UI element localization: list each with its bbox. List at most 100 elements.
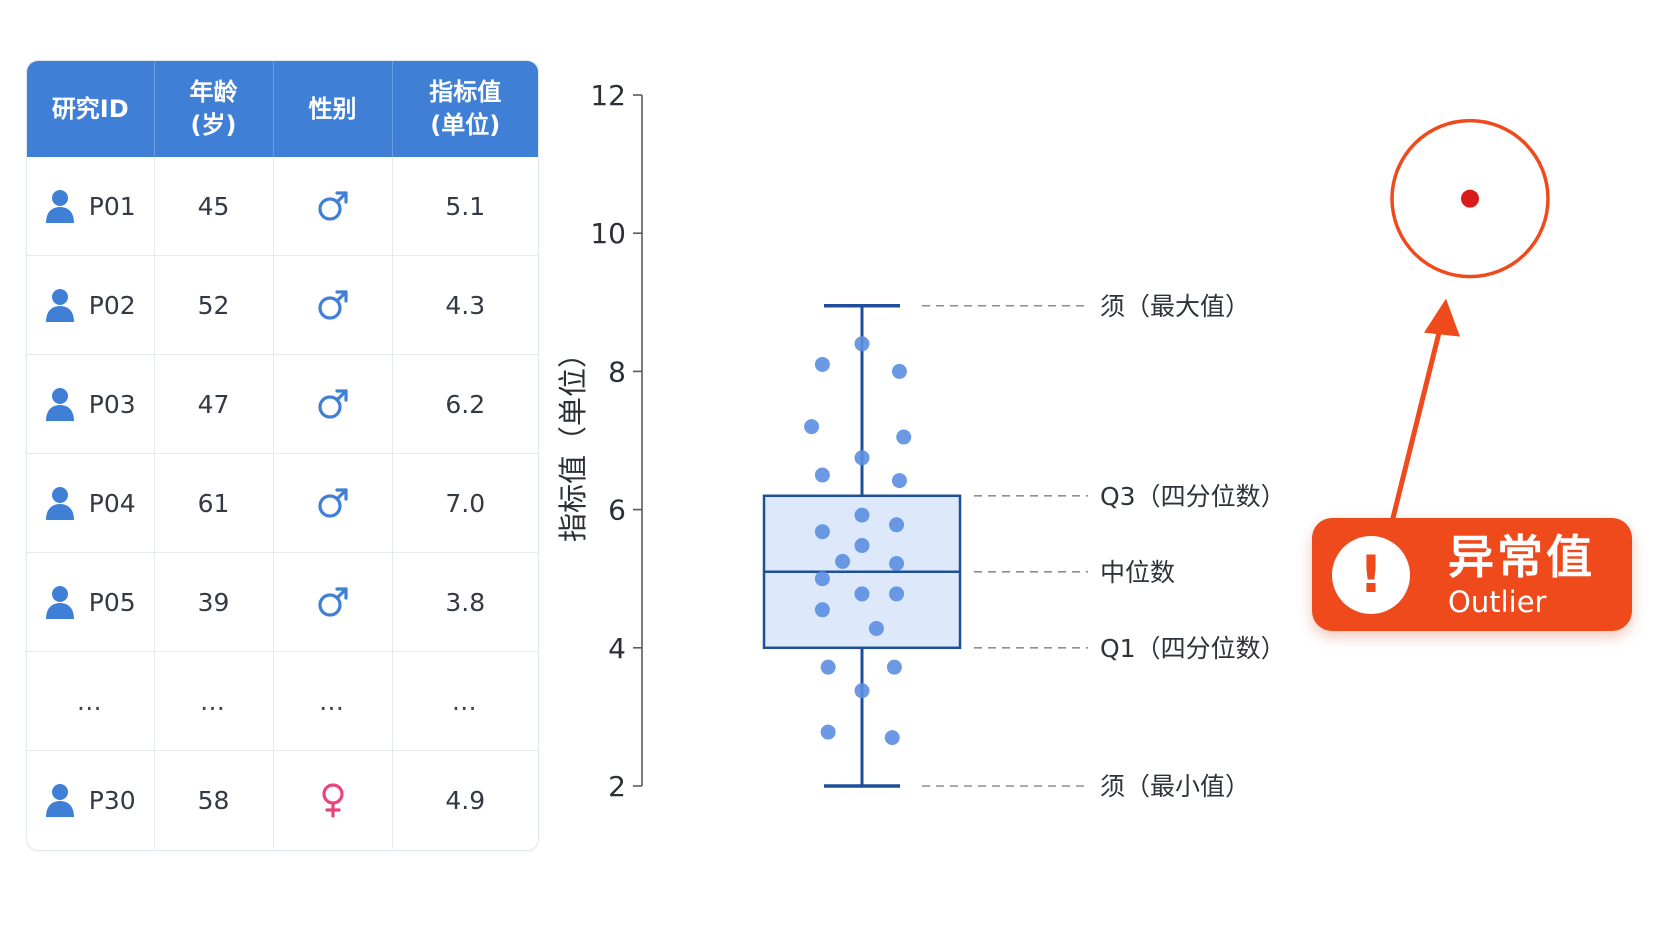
cell-study-id: P02 xyxy=(27,255,155,355)
study-id-text: P05 xyxy=(88,587,136,617)
ellipsis-text: … xyxy=(451,686,479,716)
annotations-group: 须（最大值） Q3（四分位数） 中位数 Q1（四分位数） 须（最小值） xyxy=(922,292,1286,801)
value-text: 6.2 xyxy=(445,389,486,419)
male-icon xyxy=(317,191,348,221)
header-sex-label: 性别 xyxy=(308,94,357,123)
ellipsis-cell: … xyxy=(392,651,538,751)
table-row: P03 47 6.2 xyxy=(27,354,538,454)
table-row: … … … … xyxy=(27,651,538,751)
y-axis-label: 指标值（单位） xyxy=(556,339,590,542)
data-point xyxy=(884,730,900,746)
cell-age: 47 xyxy=(154,354,274,454)
data-point xyxy=(814,524,830,540)
table-row: P05 39 3.8 xyxy=(27,552,538,652)
cell-value: 6.2 xyxy=(392,354,538,454)
table-row: P02 52 4.3 xyxy=(27,255,538,355)
data-point xyxy=(854,586,870,602)
study-id-text: P04 xyxy=(88,488,136,518)
cell-sex xyxy=(273,552,393,652)
points-group xyxy=(804,336,912,746)
cell-study-id: P04 xyxy=(27,453,155,553)
study-id-text: P03 xyxy=(88,389,136,419)
y-tick-label: 10 xyxy=(590,217,626,250)
person-icon xyxy=(45,190,74,223)
ellipsis-text: … xyxy=(76,686,104,716)
data-point xyxy=(804,419,820,435)
outlier-arrow-head xyxy=(1424,298,1460,337)
y-tick-label: 8 xyxy=(608,355,626,388)
header-value: 指标值 (单位) xyxy=(392,61,538,157)
cell-sex xyxy=(273,453,393,553)
outlier-arrow-shaft xyxy=(1389,322,1444,525)
person-icon xyxy=(45,586,74,619)
value-text: 7.0 xyxy=(445,488,486,518)
person-icon xyxy=(45,487,74,520)
data-point xyxy=(889,586,905,602)
annotation-min: 须（最小值） xyxy=(1100,772,1250,801)
data-point xyxy=(814,571,830,587)
study-id-text: P02 xyxy=(88,290,136,320)
data-point xyxy=(889,555,905,571)
data-point xyxy=(814,467,830,483)
person-icon xyxy=(45,388,74,421)
outlier-badge-subtitle: Outlier xyxy=(1448,584,1547,619)
age-text: 58 xyxy=(197,785,230,815)
study-id-text: P30 xyxy=(88,785,136,815)
cell-sex xyxy=(273,354,393,454)
y-tick-label: 6 xyxy=(608,494,626,527)
cell-study-id: P30 xyxy=(27,750,155,849)
data-point xyxy=(889,517,905,533)
table-body: P01 45 5.1 P02 52 4.3 P03 47 6.2 P04 61 7.0 P05 39 3.8… xyxy=(27,157,538,849)
ellipsis-text: … xyxy=(200,686,227,716)
male-icon xyxy=(317,488,348,518)
header-study-id: 研究ID xyxy=(27,61,155,157)
cell-study-id: P01 xyxy=(27,157,155,256)
cell-age: 45 xyxy=(154,157,274,256)
data-point xyxy=(854,538,870,554)
study-id-text: P01 xyxy=(88,191,136,221)
cell-value: 5.1 xyxy=(392,157,538,256)
annotation-max: 须（最大值） xyxy=(1100,292,1250,321)
data-point xyxy=(854,507,870,523)
data-point xyxy=(854,450,870,466)
cell-value: 7.0 xyxy=(392,453,538,553)
cell-age: 52 xyxy=(154,255,274,355)
annotation-median: 中位数 xyxy=(1100,558,1175,587)
cell-study-id: P05 xyxy=(27,552,155,652)
table-row: P04 61 7.0 xyxy=(27,453,538,553)
table-row: P30 58 4.9 xyxy=(27,750,538,849)
value-text: 4.9 xyxy=(445,785,486,815)
exclamation-icon: ! xyxy=(1332,535,1410,614)
value-text: 4.3 xyxy=(445,290,486,320)
age-text: 45 xyxy=(197,191,230,221)
header-value-label: 指标值 (单位) xyxy=(429,78,502,139)
data-table-card: 研究ID 年龄 (岁) 性别 指标值 (单位) P01 45 5.1 P02 52 4.3 P0… xyxy=(26,60,539,851)
data-point xyxy=(814,356,830,372)
data-point xyxy=(820,724,836,740)
ellipsis-cell: … xyxy=(27,651,155,751)
header-age-label: 年龄 (岁) xyxy=(189,78,238,139)
cell-sex xyxy=(273,750,393,849)
outlier-badge-title: 异常值 xyxy=(1448,529,1595,584)
ellipsis-cell: … xyxy=(273,651,393,751)
header-sex: 性别 xyxy=(273,61,393,157)
y-tick-label: 2 xyxy=(608,770,626,803)
cell-age: 58 xyxy=(154,750,274,849)
table-row: P01 45 5.1 xyxy=(27,157,538,256)
data-point xyxy=(854,683,870,699)
value-text: 5.1 xyxy=(445,191,486,221)
ellipsis-cell: … xyxy=(154,651,274,751)
y-tick-label: 12 xyxy=(590,79,626,112)
female-icon xyxy=(321,783,344,818)
age-text: 61 xyxy=(197,488,230,518)
age-text: 39 xyxy=(197,587,230,617)
y-axis: 2 4 6 8 10 12 xyxy=(590,79,643,803)
cell-age: 61 xyxy=(154,453,274,553)
outlier-group xyxy=(1389,118,1550,525)
cell-value: 3.8 xyxy=(392,552,538,652)
annotation-q1: Q1（四分位数） xyxy=(1100,634,1286,663)
male-icon xyxy=(317,290,348,320)
cell-sex xyxy=(273,255,393,355)
person-icon xyxy=(45,289,74,322)
